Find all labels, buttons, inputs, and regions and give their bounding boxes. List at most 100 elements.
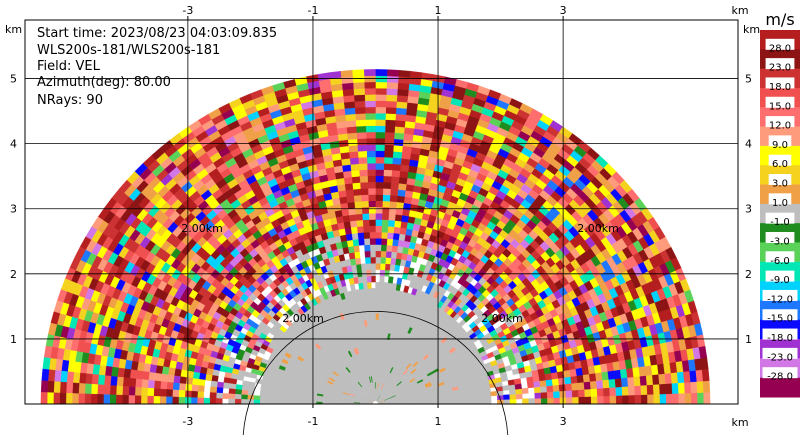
velocity-cell	[147, 379, 155, 389]
velocity-cell	[375, 356, 378, 364]
velocity-cell	[534, 392, 542, 399]
velocity-cell	[341, 82, 354, 91]
velocity-cell	[399, 170, 409, 179]
velocity-cell	[615, 386, 623, 396]
velocity-cell	[609, 386, 617, 397]
y-tick-label-right: 5	[745, 73, 752, 86]
x-tick-label-top: -1	[307, 4, 318, 17]
velocity-cell	[166, 374, 175, 383]
velocity-cell	[354, 106, 366, 115]
velocity-cell	[59, 381, 67, 394]
velocity-cell	[240, 394, 248, 400]
velocity-cell	[345, 119, 357, 128]
y-tick-label-right: 3	[745, 203, 752, 216]
velocity-cell	[53, 381, 61, 394]
velocity-cell	[134, 395, 142, 405]
velocity-cell	[503, 399, 511, 405]
velocity-cell	[348, 214, 357, 222]
velocity-cell	[375, 294, 380, 302]
velocity-cell	[386, 75, 399, 83]
velocity-cell	[614, 377, 623, 388]
velocity-cell	[234, 393, 242, 400]
velocity-cell	[375, 250, 382, 258]
velocity-cell	[558, 383, 567, 392]
velocity-cell	[365, 256, 371, 264]
velocity-cell	[375, 94, 387, 102]
velocity-cell	[90, 383, 99, 395]
y-tick-label-right: 4	[745, 138, 752, 151]
velocity-cell	[608, 378, 616, 388]
velocity-cell	[385, 257, 392, 265]
velocity-cell	[602, 379, 610, 389]
velocity-cell	[204, 373, 213, 382]
velocity-cell	[539, 379, 547, 387]
velocity-cell	[371, 300, 376, 308]
velocity-cell	[409, 71, 423, 80]
velocity-cell	[115, 385, 124, 396]
velocity-cell	[216, 387, 224, 394]
colorbar-tick-label: 1.0	[772, 198, 788, 209]
velocity-cell	[375, 231, 382, 239]
velocity-cell	[378, 319, 382, 327]
velocity-cell	[355, 213, 363, 221]
velocity-cell	[702, 380, 711, 393]
velocity-cell	[363, 231, 370, 239]
velocity-cell	[683, 370, 691, 383]
velocity-cell	[341, 164, 352, 172]
velocity-cell	[564, 376, 572, 385]
y-tick-label-right: 2	[745, 268, 752, 281]
velocity-cell	[172, 389, 180, 398]
velocity-cell	[690, 392, 698, 405]
velocity-cell	[368, 200, 376, 208]
velocity-cell	[397, 82, 410, 91]
velocity-cell	[391, 238, 399, 247]
velocity-cell	[375, 181, 384, 189]
velocity-cell	[400, 221, 408, 229]
velocity-cell	[97, 374, 106, 386]
velocity-cell	[375, 288, 380, 295]
velocity-cell	[375, 131, 386, 139]
velocity-cell	[396, 101, 408, 109]
velocity-cell	[590, 396, 598, 405]
velocity-cell	[533, 380, 541, 388]
velocity-cell	[389, 201, 397, 209]
velocity-cell	[380, 238, 388, 246]
velocity-cell	[645, 374, 654, 386]
velocity-cell	[385, 250, 392, 259]
velocity-cell	[397, 182, 407, 191]
velocity-cell	[272, 400, 279, 405]
velocity-cell	[395, 113, 407, 122]
velocity-cell	[613, 369, 622, 380]
velocity-cell	[396, 195, 405, 203]
velocity-cell	[354, 201, 362, 209]
velocity-cell	[393, 220, 402, 228]
velocity-cell	[178, 390, 186, 398]
velocity-cell	[553, 397, 561, 405]
velocity-cell	[375, 125, 386, 133]
velocity-cell	[222, 382, 231, 389]
velocity-cell	[400, 214, 409, 223]
velocity-cell	[701, 368, 710, 382]
velocity-cell	[633, 375, 641, 387]
velocity-cell	[383, 282, 389, 290]
velocity-cell	[658, 373, 666, 385]
velocity-cell	[375, 238, 382, 245]
velocity-cell	[383, 175, 392, 183]
velocity-cell	[173, 375, 181, 384]
velocity-cell	[398, 69, 411, 78]
velocity-cell	[389, 257, 397, 265]
velocity-cell	[513, 378, 522, 385]
colorbar-tick-label: 6.0	[772, 159, 788, 170]
velocity-cell	[47, 369, 56, 382]
velocity-cell	[383, 163, 393, 171]
velocity-cell	[572, 396, 579, 405]
velocity-cell	[564, 383, 573, 391]
velocity-cell	[222, 393, 230, 400]
velocity-cell	[385, 119, 396, 127]
velocity-cell	[361, 200, 369, 208]
velocity-cell	[383, 150, 394, 158]
velocity-cell	[290, 397, 298, 402]
velocity-cell	[358, 169, 368, 177]
velocity-cell	[382, 200, 390, 208]
velocity-cell	[179, 376, 187, 385]
